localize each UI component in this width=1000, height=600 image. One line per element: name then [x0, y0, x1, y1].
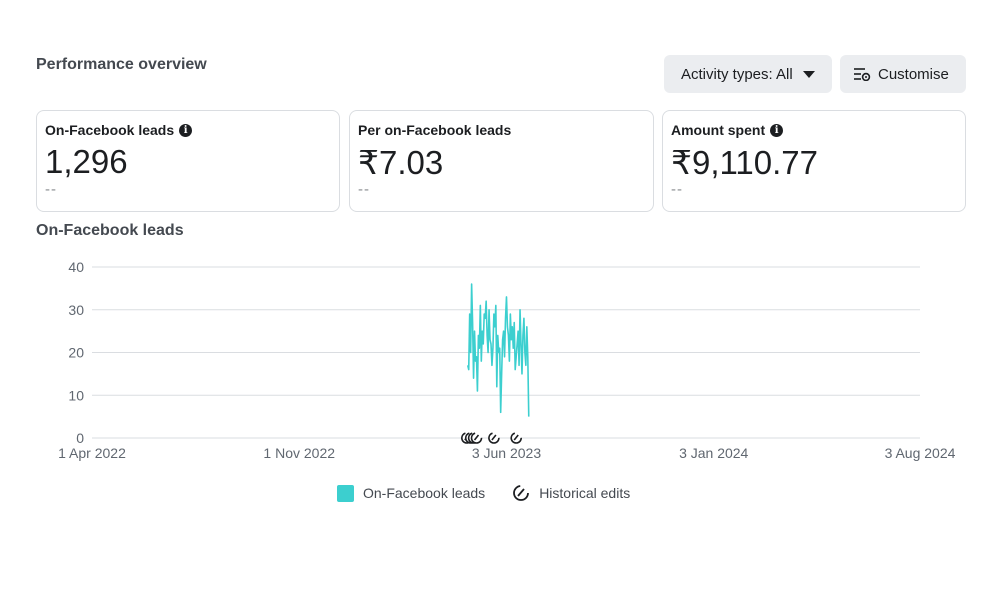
activity-types-dropdown[interactable]: Activity types: All	[664, 55, 832, 93]
y-tick-label: 10	[68, 387, 84, 403]
info-icon[interactable]: i	[179, 123, 193, 137]
series-line	[466, 283, 530, 417]
metric-compare: --	[45, 181, 57, 198]
historical-edit-marker	[488, 432, 500, 444]
metric-value: ₹7.03	[358, 144, 444, 181]
y-tick-label: 20	[68, 345, 84, 361]
legend-label-historical-edits[interactable]: Historical edits	[539, 485, 631, 501]
y-tick-label: 40	[68, 259, 84, 275]
x-tick-label: 3 Jan 2024	[679, 445, 748, 461]
chart-title: On-Facebook leads	[36, 222, 184, 239]
historical-edits-icon	[513, 485, 530, 501]
legend-label-leads[interactable]: On-Facebook leads	[363, 485, 486, 501]
section-title: Performance overview	[36, 56, 207, 73]
chart-legend: On-Facebook leads Historical edits	[337, 483, 630, 503]
metric-label: On-Facebook leads i	[45, 122, 193, 138]
metric-compare: --	[358, 181, 370, 198]
metric-label: Per on-Facebook leads	[358, 122, 512, 138]
x-tick-label: 1 Apr 2022	[58, 445, 126, 461]
customise-icon	[854, 68, 871, 81]
metric-label: Amount spent i	[671, 122, 784, 138]
activity-types-label: Activity types: All	[681, 65, 793, 83]
caret-down-icon	[802, 70, 815, 78]
legend-swatch-leads	[337, 484, 354, 502]
metric-value: 1,296	[45, 143, 128, 180]
metric-card-amount-spent[interactable]: Amount spent i ₹9,110.77 --	[662, 110, 966, 212]
customise-label: Customise	[878, 65, 949, 83]
historical-edit-marker	[510, 432, 523, 444]
metric-value: ₹9,110.77	[671, 144, 819, 181]
x-tick-label: 1 Nov 2022	[263, 445, 335, 461]
metric-card-cost-per-lead[interactable]: Per on-Facebook leads ₹7.03 --	[349, 110, 654, 212]
info-icon[interactable]: i	[770, 123, 784, 137]
historical-edit-marker	[470, 432, 483, 444]
x-tick-label: 3 Aug 2024	[885, 445, 956, 461]
customise-button[interactable]: Customise	[840, 55, 966, 93]
y-tick-label: 30	[68, 302, 84, 318]
metric-compare: --	[671, 181, 683, 198]
metric-card-leads[interactable]: On-Facebook leads i 1,296 --	[36, 110, 340, 212]
y-tick-label: 0	[76, 430, 84, 446]
x-tick-label: 3 Jun 2023	[472, 445, 541, 461]
